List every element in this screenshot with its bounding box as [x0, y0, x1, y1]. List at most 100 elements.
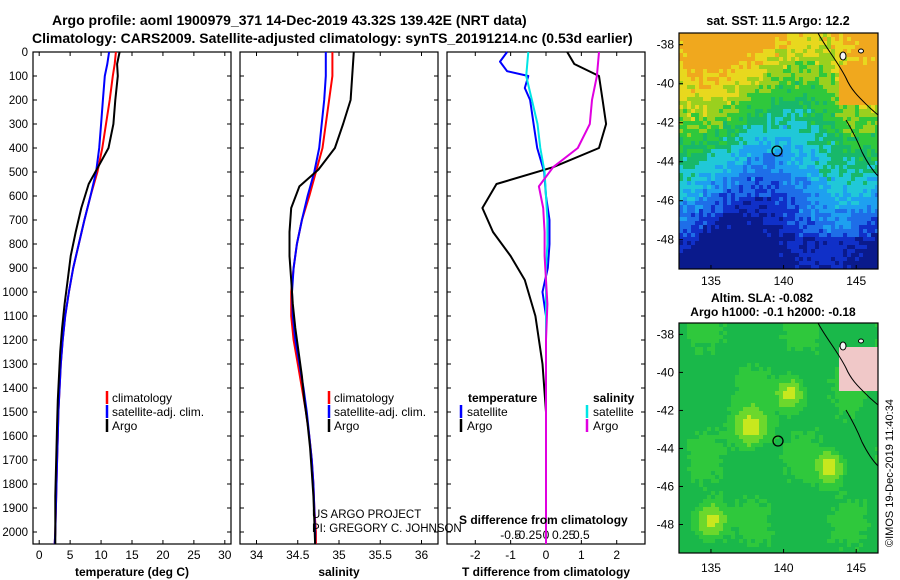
heatmap-cell	[683, 395, 688, 400]
heatmap-cell	[679, 447, 684, 452]
heatmap-cell	[775, 359, 780, 364]
heatmap-cell	[707, 327, 712, 332]
heatmap-cell	[759, 431, 764, 436]
heatmap-cell	[815, 197, 820, 202]
heatmap-cell	[875, 241, 878, 246]
heatmap-cell	[783, 141, 788, 146]
heatmap-cell	[699, 181, 704, 186]
heatmap-cell	[759, 97, 764, 102]
heatmap-cell	[703, 105, 708, 110]
heatmap-cell	[783, 137, 788, 142]
heatmap-cell	[791, 443, 796, 448]
heatmap-cell	[787, 237, 792, 242]
heatmap-cell	[735, 121, 740, 126]
heatmap-cell	[807, 415, 812, 420]
heatmap-cell	[791, 181, 796, 186]
heatmap-cell	[859, 399, 864, 404]
heatmap-cell	[687, 423, 692, 428]
heatmap-cell	[731, 383, 736, 388]
heatmap-cell	[707, 157, 712, 162]
heatmap-cell	[775, 331, 780, 336]
heatmap-cell	[851, 331, 856, 336]
heatmap-cell	[767, 141, 772, 146]
heatmap-cell	[743, 427, 748, 432]
heatmap-cell	[827, 93, 832, 98]
heatmap-cell	[791, 391, 796, 396]
heatmap-cell	[687, 261, 692, 266]
heatmap-cell	[743, 459, 748, 464]
heatmap-cell	[795, 85, 800, 90]
heatmap-cell	[679, 89, 684, 94]
heatmap-cell	[751, 133, 756, 138]
heatmap-cell	[683, 451, 688, 456]
heatmap-cell	[859, 169, 864, 174]
heatmap-cell	[827, 431, 832, 436]
heatmap-cell	[727, 323, 732, 328]
heatmap-cell	[827, 137, 832, 142]
heatmap-cell	[723, 105, 728, 110]
heatmap-cell	[775, 399, 780, 404]
heatmap-cell	[703, 73, 708, 78]
heatmap-cell	[687, 89, 692, 94]
heatmap-cell	[815, 423, 820, 428]
heatmap-cell	[699, 165, 704, 170]
heatmap-cell	[715, 387, 720, 392]
heatmap-cell	[763, 387, 768, 392]
heatmap-cell	[779, 399, 784, 404]
heatmap-cell	[679, 101, 684, 106]
heatmap-cell	[799, 185, 804, 190]
heatmap-cell	[747, 217, 752, 222]
heatmap-cell	[839, 205, 844, 210]
heatmap-cell	[715, 45, 720, 50]
heatmap-cell	[799, 343, 804, 348]
heatmap-cell	[787, 173, 792, 178]
heatmap-cell	[719, 367, 724, 372]
heatmap-cell	[787, 169, 792, 174]
heatmap-cell	[731, 113, 736, 118]
heatmap-cell	[739, 157, 744, 162]
heatmap-cell	[779, 431, 784, 436]
heatmap-cell	[839, 237, 844, 242]
heatmap-cell	[715, 109, 720, 114]
heatmap-cell	[759, 213, 764, 218]
heatmap-cell	[819, 53, 824, 58]
sla-map-panel: Altim. SLA: -0.082 Argo h1000: -0.1 h200…	[657, 291, 879, 575]
heatmap-cell	[795, 61, 800, 66]
heatmap-cell	[759, 233, 764, 238]
heatmap-cell	[851, 193, 856, 198]
heatmap-cell	[731, 427, 736, 432]
heatmap-cell	[699, 391, 704, 396]
heatmap-cell	[767, 249, 772, 254]
heatmap-cell	[863, 181, 868, 186]
heatmap-cell	[867, 181, 872, 186]
heatmap-cell	[871, 375, 876, 380]
heatmap-cell	[759, 169, 764, 174]
heatmap-cell	[767, 451, 772, 456]
heatmap-cell	[755, 327, 760, 332]
heatmap-cell	[819, 265, 824, 269]
heatmap-cell	[711, 427, 716, 432]
heatmap-cell	[847, 331, 852, 336]
heatmap-cell	[747, 225, 752, 230]
heatmap-cell	[831, 343, 836, 348]
heatmap-cell	[851, 411, 856, 416]
heatmap-cell	[763, 395, 768, 400]
heatmap-cell	[739, 395, 744, 400]
heatmap-cell	[695, 117, 700, 122]
heatmap-cell	[875, 105, 878, 110]
heatmap-cell	[723, 265, 728, 269]
heatmap-cell	[695, 225, 700, 230]
heatmap-cell	[735, 339, 740, 344]
heatmap-cell	[751, 137, 756, 142]
heatmap-cell	[787, 57, 792, 62]
heatmap-cell	[783, 233, 788, 238]
heatmap-cell	[871, 69, 876, 74]
heatmap-cell	[719, 65, 724, 70]
heatmap-cell	[791, 161, 796, 166]
heatmap-cell	[859, 41, 864, 46]
heatmap-cell	[743, 137, 748, 142]
heatmap-cell	[847, 241, 852, 246]
heatmap-cell	[703, 399, 708, 404]
heatmap-cell	[711, 355, 716, 360]
heatmap-cell	[743, 253, 748, 258]
